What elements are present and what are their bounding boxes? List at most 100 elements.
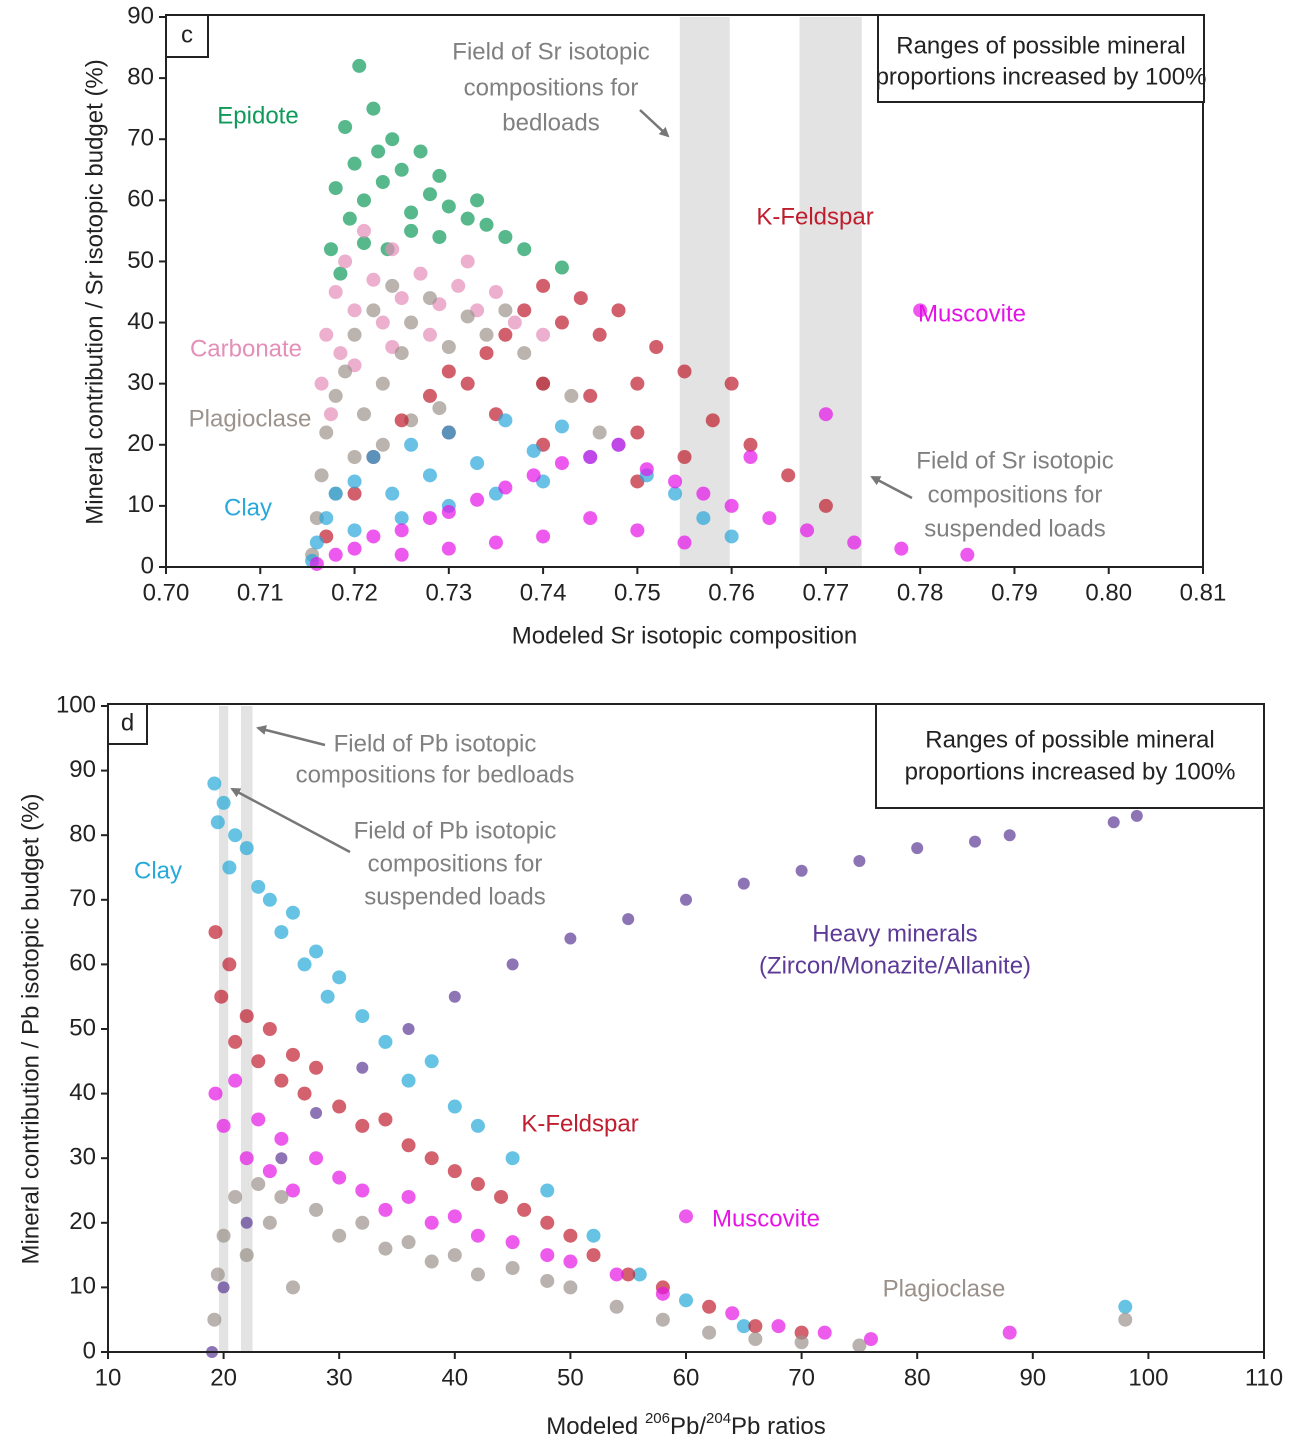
point xyxy=(385,486,400,501)
point xyxy=(818,407,833,422)
point xyxy=(630,523,645,538)
point xyxy=(239,1248,254,1263)
series-points xyxy=(207,1177,1133,1353)
arrows xyxy=(230,109,913,854)
x-axis-label-part: Pb/ xyxy=(670,1413,706,1440)
point xyxy=(262,1164,277,1179)
point xyxy=(251,879,266,894)
point xyxy=(378,1202,393,1217)
point xyxy=(404,223,419,238)
point xyxy=(762,511,777,526)
point xyxy=(724,529,739,544)
point xyxy=(447,1099,462,1114)
point xyxy=(441,541,456,556)
point xyxy=(355,1009,370,1024)
point xyxy=(677,364,692,379)
point xyxy=(611,437,626,452)
point xyxy=(338,254,353,269)
point xyxy=(470,456,485,471)
point xyxy=(375,437,390,452)
point xyxy=(554,315,569,330)
annotation: suspended loads xyxy=(364,883,545,910)
point xyxy=(424,1254,439,1269)
point xyxy=(228,1189,243,1204)
point xyxy=(366,101,381,116)
point xyxy=(394,162,409,177)
point xyxy=(228,1073,243,1088)
point xyxy=(470,1177,485,1192)
point xyxy=(621,1267,636,1282)
x-tick-label: 0.77 xyxy=(803,579,850,606)
point xyxy=(526,468,541,483)
point xyxy=(262,1022,277,1036)
point xyxy=(863,1332,878,1347)
arrow xyxy=(870,475,913,500)
point xyxy=(771,1319,786,1334)
point xyxy=(239,841,254,856)
point xyxy=(517,303,532,318)
point xyxy=(1003,829,1016,842)
x-axis-label-part: Modeled xyxy=(546,1413,645,1440)
point xyxy=(239,1151,254,1166)
point xyxy=(737,877,750,890)
y-tick-label: 40 xyxy=(69,1079,96,1106)
point xyxy=(668,486,683,501)
x-tick-label: 0.79 xyxy=(991,579,1038,606)
panel-box xyxy=(107,703,148,745)
x-tick-label: 0.75 xyxy=(614,579,661,606)
point xyxy=(517,1202,532,1217)
point xyxy=(795,864,808,877)
point xyxy=(479,327,494,342)
series-label: Heavy minerals xyxy=(812,920,977,947)
series-label: Plagioclase xyxy=(189,405,312,432)
series-points xyxy=(206,809,1143,1358)
x-tick-label: 60 xyxy=(673,1364,700,1391)
point xyxy=(743,437,758,452)
point xyxy=(394,547,409,562)
y-tick-label: 20 xyxy=(69,1208,96,1235)
point xyxy=(470,1118,485,1133)
point xyxy=(564,932,577,945)
point xyxy=(911,842,924,855)
point xyxy=(422,511,437,526)
point xyxy=(573,291,588,306)
y-tick-label: 30 xyxy=(127,369,154,396)
point xyxy=(347,327,362,342)
y-tick-label: 40 xyxy=(127,308,154,335)
point xyxy=(702,1299,717,1314)
point xyxy=(470,492,485,507)
point xyxy=(498,303,513,318)
point xyxy=(494,1189,509,1204)
point xyxy=(422,327,437,342)
point xyxy=(1002,1325,1017,1340)
annotation: compositions for xyxy=(928,481,1103,508)
point xyxy=(347,523,362,538)
point xyxy=(794,1335,809,1350)
point xyxy=(649,340,664,354)
point xyxy=(505,1261,520,1276)
point xyxy=(586,1228,601,1243)
annotation: compositions for bedloads xyxy=(296,761,575,788)
point xyxy=(366,450,381,464)
point xyxy=(960,547,975,562)
point xyxy=(470,1267,485,1282)
point xyxy=(309,1151,324,1166)
point xyxy=(679,1293,693,1308)
point xyxy=(394,523,409,538)
series-label: Muscovite xyxy=(918,300,1026,327)
point xyxy=(451,278,466,293)
point xyxy=(592,327,607,342)
point xyxy=(402,1023,415,1035)
x-tick-label: 50 xyxy=(557,1364,584,1391)
point xyxy=(228,828,243,843)
point xyxy=(702,1325,717,1340)
point xyxy=(285,905,300,920)
point xyxy=(540,1183,555,1198)
y-tick-label: 70 xyxy=(69,885,96,912)
point xyxy=(274,1073,289,1088)
point xyxy=(554,456,569,471)
point xyxy=(314,468,329,483)
field-band xyxy=(240,706,253,1352)
point xyxy=(677,450,692,464)
point xyxy=(679,1209,693,1224)
